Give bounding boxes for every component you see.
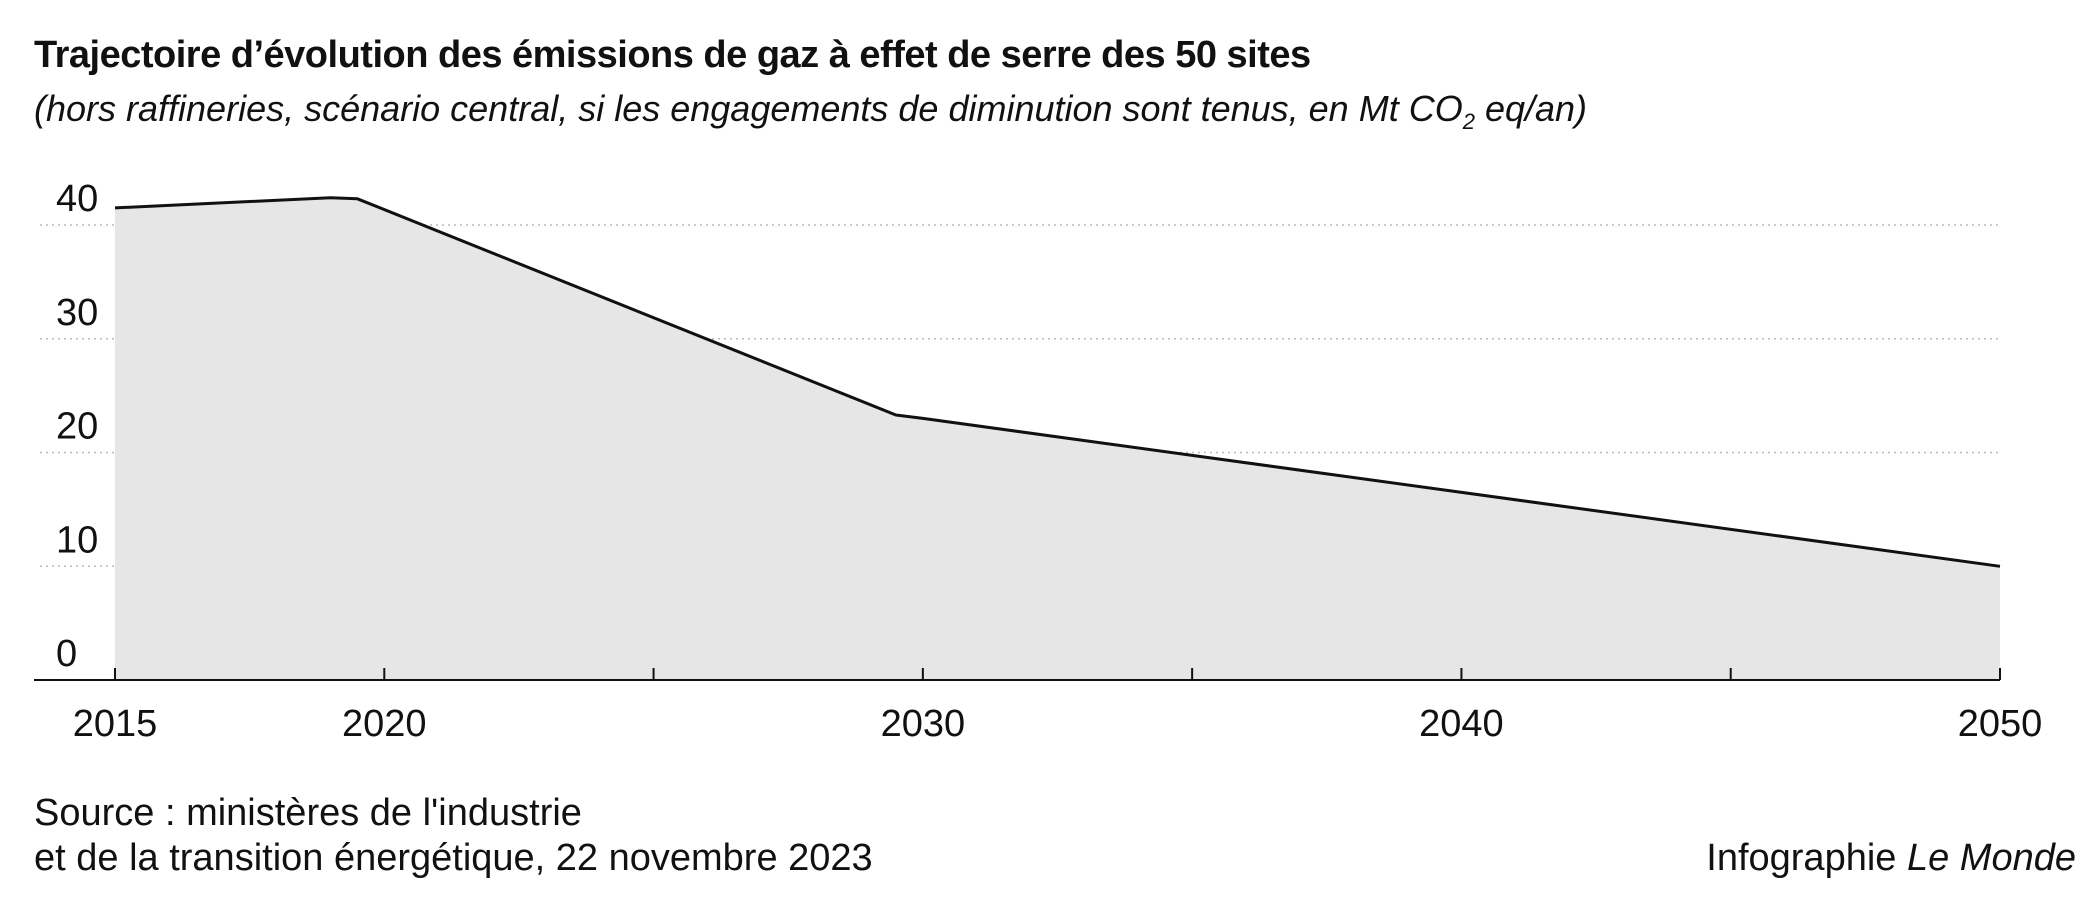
subtitle-subscript: 2 [1462, 109, 1475, 135]
y-tick-labels: 0 10 20 30 40 [56, 178, 98, 675]
x-tick-label: 2030 [881, 703, 966, 745]
x-tick-label: 2050 [1958, 703, 2043, 745]
source-line-1: Source : ministères de l'industrie [34, 792, 582, 834]
x-tick-label: 2015 [73, 703, 158, 745]
source-line-2: et de la transition énergétique, 22 nove… [34, 837, 873, 879]
y-tick-label: 40 [56, 178, 98, 220]
x-tick-label: 2040 [1419, 703, 1504, 745]
chart-subtitle: (hors raffineries, scénario central, si … [34, 88, 1587, 135]
x-tick-labels: 2015 2020 2030 2040 2050 [73, 668, 2043, 745]
credit-prefix: Infographie [1706, 837, 1907, 879]
x-tick-label: 2020 [342, 703, 427, 745]
y-tick-label: 30 [56, 292, 98, 334]
y-tick-label: 20 [56, 406, 98, 448]
emissions-area [115, 197, 2000, 680]
chart-title: Trajectoire d’évolution des émissions de… [34, 34, 1311, 76]
subtitle-text-end: eq/an) [1474, 88, 1588, 129]
subtitle-text: (hors raffineries, scénario central, si … [34, 88, 1463, 129]
emissions-line [114, 196, 2001, 568]
y-tick-label: 0 [56, 633, 77, 675]
credit: Infographie Le Monde [1706, 837, 2076, 880]
y-tick-label: 10 [56, 519, 98, 561]
credit-brand: Le Monde [1906, 837, 2076, 879]
